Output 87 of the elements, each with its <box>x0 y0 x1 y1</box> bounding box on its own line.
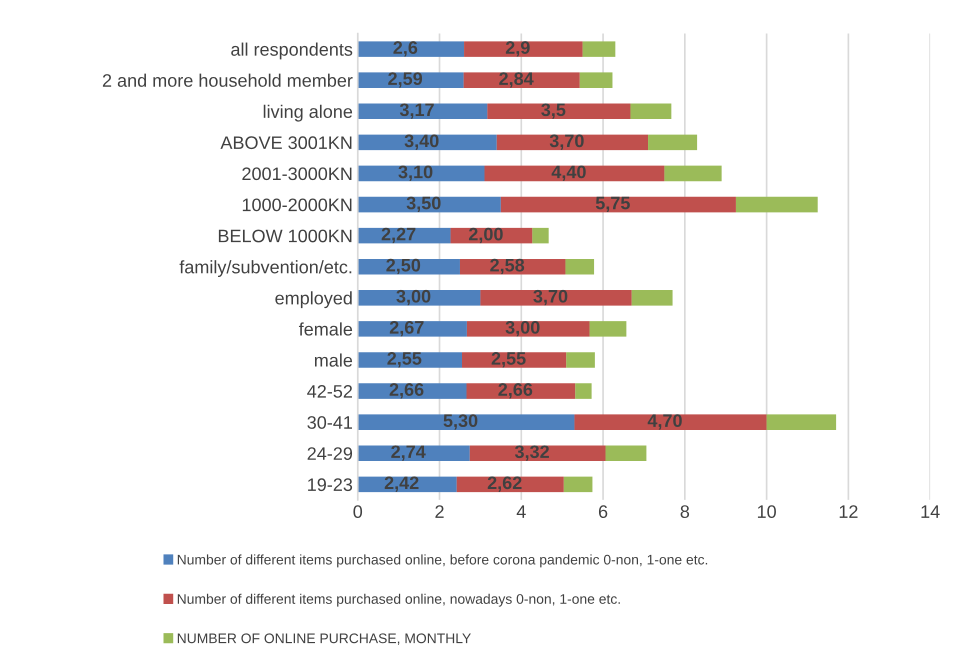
y-tick-label: 30-41 <box>307 416 352 429</box>
bar <box>564 476 592 492</box>
y-tick-label: male <box>314 353 352 367</box>
data-label: 3,00 <box>396 290 430 306</box>
data-label: 5,30 <box>444 414 478 430</box>
data-label: 3,70 <box>533 290 568 306</box>
bar <box>484 166 664 182</box>
bar <box>358 414 574 430</box>
bar <box>358 41 464 57</box>
legend-label: Number of different items purchased online, nowadays 0-non, 1-one etc. <box>178 594 620 607</box>
bar <box>358 166 484 182</box>
x-tick-label: 12 <box>840 505 858 518</box>
y-tick-label: 2001-3000KN <box>242 167 352 180</box>
data-label: 2,42 <box>384 476 419 492</box>
bar <box>580 72 612 88</box>
bar <box>487 104 630 120</box>
bar <box>575 383 592 399</box>
bar <box>566 352 595 368</box>
data-label: 3,32 <box>514 445 549 461</box>
bar <box>582 41 616 57</box>
x-tick-label: 14 <box>921 505 940 518</box>
bar <box>358 104 488 120</box>
data-label: 2,55 <box>492 352 526 368</box>
bar <box>358 134 497 150</box>
bar <box>464 41 583 57</box>
bar <box>480 290 632 306</box>
bar <box>532 228 549 244</box>
data-label: 4,70 <box>648 414 682 430</box>
bar <box>496 134 648 150</box>
data-label: 2,6 <box>393 41 418 57</box>
data-label: 2,50 <box>386 258 420 274</box>
data-label: 3,17 <box>400 103 434 119</box>
x-tick-label: 4 <box>516 505 526 518</box>
y-tick-label: 24-29 <box>308 447 352 460</box>
y-tick-label: family/subvention/etc. <box>180 260 352 278</box>
data-label: 2,66 <box>498 383 532 399</box>
bar <box>358 196 501 212</box>
bar <box>606 445 646 462</box>
bar <box>500 196 736 212</box>
legend-label: Number of different items purchased online, before corona pandemic 0-non, 1-one etc. <box>178 554 708 568</box>
x-tick-label: 10 <box>758 505 776 518</box>
bar <box>574 414 767 430</box>
data-label: 3,10 <box>398 166 432 181</box>
data-label: 5,75 <box>596 196 630 212</box>
data-label: 2,62 <box>488 476 522 492</box>
data-label: 3,70 <box>550 134 584 150</box>
data-label: 3,5 <box>541 103 566 119</box>
data-label: 2,67 <box>390 320 424 336</box>
bar <box>462 352 566 368</box>
y-tick-label: all respondents <box>231 42 352 60</box>
data-label: 2,58 <box>490 258 524 274</box>
bar <box>470 445 606 462</box>
x-tick-label: 0 <box>353 505 362 518</box>
y-tick-label: BELOW 1000KN <box>218 230 352 242</box>
y-tick-label: employed <box>275 291 352 308</box>
data-label: 4,40 <box>552 166 586 181</box>
legend-label: NUMBER OF ONLINE PURCHASE, MONTHLY <box>178 633 471 645</box>
bar <box>766 414 836 430</box>
x-tick-label: 6 <box>598 505 608 518</box>
data-label: 2,55 <box>387 352 422 368</box>
bar <box>358 352 462 368</box>
bar <box>590 321 626 337</box>
data-label: 3,00 <box>506 320 540 336</box>
bar <box>736 196 818 212</box>
y-tick-label: 1000-2000KN <box>242 198 352 212</box>
bar <box>664 166 722 182</box>
y-tick-label: living alone <box>264 104 352 122</box>
bar <box>648 134 698 150</box>
y-tick-label: 42-52 <box>307 385 352 398</box>
y-tick-label: female <box>298 322 352 336</box>
data-label: 2,84 <box>499 72 534 88</box>
data-label: 2,00 <box>468 228 503 244</box>
y-tick-label: 2 and more household member <box>102 74 353 87</box>
bar <box>632 290 673 306</box>
data-label: 2,27 <box>382 228 416 244</box>
data-label: 3,40 <box>404 134 439 150</box>
x-tick-label: 8 <box>680 505 690 518</box>
data-label: 2,9 <box>506 41 530 57</box>
data-label: 2,74 <box>391 445 426 461</box>
x-tick-label: 2 <box>435 505 444 518</box>
bar <box>565 258 594 274</box>
y-tick-label: ABOVE 3001KN <box>220 136 352 150</box>
data-label: 2,66 <box>390 383 424 399</box>
data-label: 3,50 <box>406 196 441 212</box>
bar <box>630 104 672 120</box>
data-label: 2,59 <box>388 72 422 88</box>
y-tick-label: 19-23 <box>308 478 352 492</box>
